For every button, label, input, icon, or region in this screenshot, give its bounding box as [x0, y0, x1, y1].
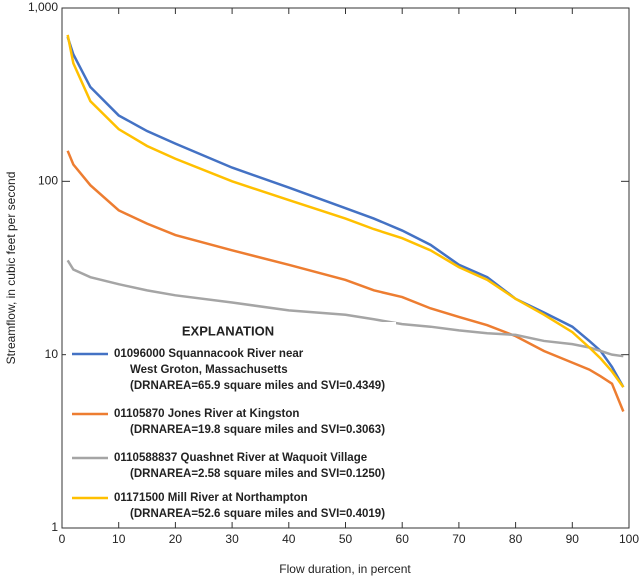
legend-label: 0110588837 Quashnet River at Waquoit Vil…	[114, 452, 367, 464]
y-tick-label: 10	[45, 347, 59, 361]
y-tick-label: 1	[51, 520, 58, 534]
series-line	[66, 150, 625, 412]
legend-label: (DRNAREA=65.9 square miles and SVI=0.434…	[130, 380, 385, 392]
legend-label: (DRNAREA=19.8 square miles and SVI=0.306…	[130, 424, 385, 436]
series-line	[66, 36, 625, 388]
legend-label: West Groton, Massachusetts	[130, 364, 288, 376]
x-tick-label: 40	[282, 532, 296, 546]
legend-label: (DRNAREA=52.6 square miles and SVI=0.401…	[130, 508, 385, 520]
legend-label: (DRNAREA=2.58 square miles and SVI=0.125…	[130, 468, 385, 480]
x-tick-label: 70	[452, 532, 466, 546]
x-tick-label: 10	[112, 532, 126, 546]
x-tick-label: 0	[59, 532, 66, 546]
legend-box	[66, 322, 396, 522]
legend-label: 01105870 Jones River at Kingston	[114, 408, 299, 420]
series-line	[66, 259, 624, 358]
x-tick-label: 20	[169, 532, 183, 546]
x-tick-label: 100	[619, 532, 639, 546]
y-axis-label: Streamflow, in cubic feet per second	[4, 172, 18, 365]
x-tick-label: 60	[396, 532, 410, 546]
legend-label: 01171500 Mill River at Northampton	[114, 492, 308, 504]
y-tick-label: 1,000	[28, 0, 58, 14]
legend-title: EXPLANATION	[182, 323, 274, 338]
x-tick-label: 50	[339, 532, 353, 546]
x-axis-label: Flow duration, in percent	[279, 562, 411, 576]
legend-label: 01096000 Squannacook River near	[114, 348, 304, 360]
x-tick-label: 30	[225, 532, 239, 546]
x-tick-label: 80	[509, 532, 523, 546]
x-tick-label: 90	[566, 532, 580, 546]
y-tick-label: 100	[38, 174, 58, 188]
series-line	[66, 34, 625, 388]
